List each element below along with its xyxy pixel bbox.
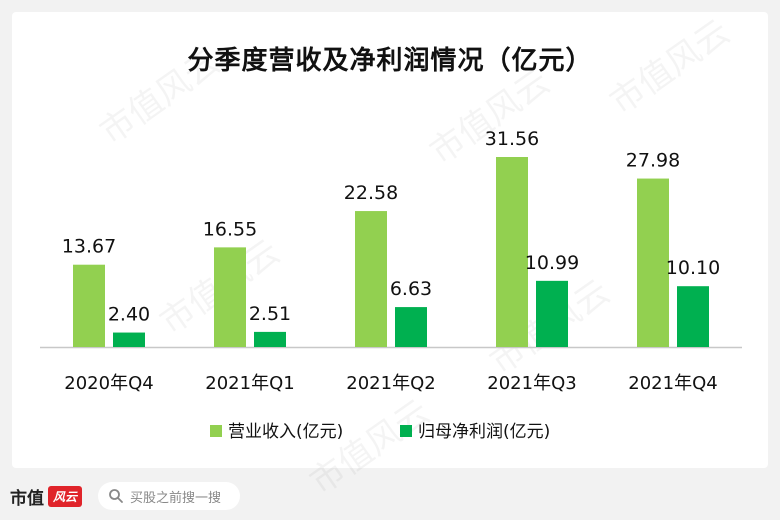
data-label: 10.99 (525, 252, 579, 274)
data-label: 27.98 (626, 150, 680, 172)
data-label: 2.40 (108, 304, 150, 326)
data-label: 13.67 (62, 236, 116, 258)
data-label: 6.63 (390, 278, 432, 300)
data-label: 2.51 (249, 303, 291, 325)
bar-revenue[interactable] (214, 247, 246, 347)
brand-name: 市值 (10, 488, 44, 509)
bar-net-profit[interactable] (113, 332, 145, 347)
data-label: 10.10 (666, 257, 720, 279)
bar-net-profit[interactable] (254, 331, 286, 347)
x-tick-label: 2020年Q4 (64, 373, 153, 394)
data-label: 22.58 (344, 182, 398, 204)
data-label: 31.56 (485, 128, 539, 150)
legend-swatch (400, 425, 412, 437)
search-placeholder: 买股之前搜一搜 (130, 490, 222, 506)
brand-logo[interactable]: 市值 风云 (10, 482, 83, 510)
x-tick-label: 2021年Q4 (628, 373, 717, 394)
brand-mark: 风云 (48, 485, 83, 507)
legend-swatch (210, 425, 222, 437)
bar-net-profit[interactable] (677, 286, 709, 347)
bar-revenue[interactable] (637, 178, 669, 347)
x-tick-label: 2021年Q2 (346, 373, 435, 394)
legend-label: 归母净利润(亿元) (418, 422, 550, 442)
bar-net-profit[interactable] (395, 307, 427, 347)
bar-revenue[interactable] (355, 211, 387, 347)
bar-net-profit[interactable] (536, 280, 568, 347)
footer-bar: 市值 风云 买股之前搜一搜 (0, 476, 780, 516)
legend-label: 营业收入(亿元) (228, 422, 343, 442)
chart-title: 分季度营收及净利润情况（亿元） (187, 46, 593, 76)
search-bar[interactable]: 买股之前搜一搜 (98, 482, 240, 510)
bar-revenue[interactable] (73, 264, 105, 347)
bar-chart: 13.67 2.40 2020年Q4 16.55 2.51 2021年Q1 22.58 6.6… (40, 128, 742, 442)
x-tick-label: 2021年Q3 (487, 373, 576, 394)
bar-revenue[interactable] (496, 157, 528, 347)
x-tick-label: 2021年Q1 (205, 373, 294, 394)
search-icon (109, 489, 123, 503)
data-label: 16.55 (203, 218, 257, 240)
